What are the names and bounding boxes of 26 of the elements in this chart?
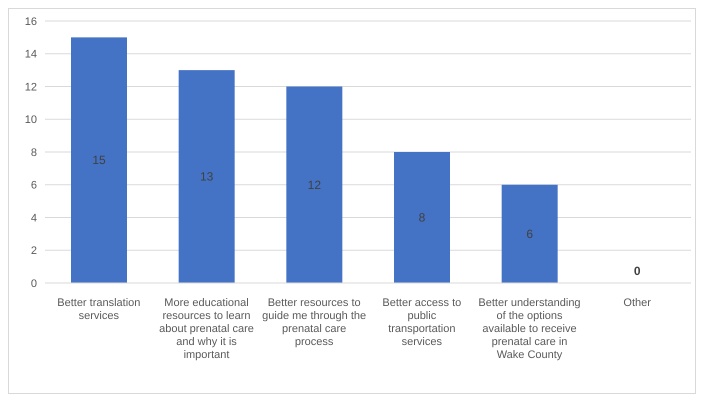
data-label: 6 — [526, 226, 534, 241]
y-tick-label: 12 — [24, 81, 37, 94]
x-tick-label: Better translation services — [57, 297, 140, 322]
bar — [394, 152, 450, 283]
y-tick-label: 8 — [30, 146, 37, 159]
y-tick-label: 10 — [24, 114, 37, 126]
y-tick-label: 6 — [30, 180, 37, 192]
bar — [178, 70, 235, 283]
data-label: 15 — [92, 153, 106, 168]
data-label: 0 — [634, 264, 641, 278]
data-label: 12 — [308, 178, 322, 192]
y-tick-label: 0 — [30, 278, 37, 290]
data-label: 8 — [418, 210, 426, 224]
x-tick-label: Better resources to guide me through the prenatal care process — [262, 297, 366, 348]
x-tick-label: Better access to public transportation services — [382, 297, 462, 348]
bar — [71, 37, 127, 283]
bar — [502, 184, 558, 283]
y-tick-label: 2 — [30, 245, 37, 258]
x-tick-label: More educational resources to learn about prenatal care and why it is important — [159, 297, 254, 361]
y-tick-label: 16 — [24, 16, 37, 28]
x-tick-label: Better understanding of the options available to receive prenatal care in Wake County — [478, 297, 581, 361]
data-label: 13 — [200, 170, 214, 184]
bar — [286, 86, 342, 283]
y-tick-label: 4 — [30, 212, 37, 224]
x-tick-label: Other — [623, 297, 652, 309]
y-tick-label: 14 — [24, 48, 37, 61]
